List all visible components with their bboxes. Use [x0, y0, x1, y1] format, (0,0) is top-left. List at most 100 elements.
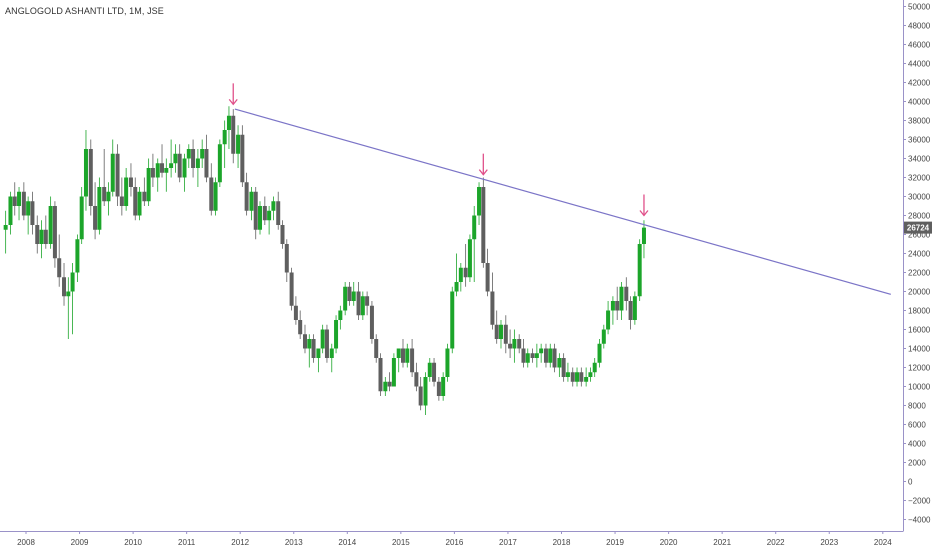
candle-body: [217, 144, 222, 183]
candle: [383, 377, 388, 396]
candle-body: [477, 187, 482, 216]
candle: [534, 343, 539, 368]
candle: [236, 125, 241, 168]
candle-body: [441, 377, 446, 396]
y-tick-label: 32000: [908, 174, 931, 183]
y-tick-label: 2000: [908, 459, 926, 468]
candle: [276, 191, 281, 230]
y-tick-label: 16000: [908, 326, 931, 335]
candle: [70, 263, 75, 335]
candle: [477, 182, 482, 225]
candle: [17, 187, 22, 221]
candle: [494, 310, 499, 344]
candle-body: [21, 191, 26, 216]
candle-body: [383, 381, 388, 392]
candle-body: [204, 149, 209, 178]
candle: [267, 206, 272, 235]
candle: [360, 291, 365, 320]
candle: [66, 277, 71, 339]
candle-body: [39, 229, 44, 244]
candle: [307, 334, 312, 368]
x-tick-label: 2014: [338, 538, 356, 547]
x-tick-label: 2015: [392, 538, 410, 547]
candle-body: [88, 149, 93, 206]
x-tick-label: 2020: [660, 538, 678, 547]
candle-body: [298, 320, 303, 335]
candle-body: [93, 206, 98, 230]
y-tick-label: 0: [908, 478, 913, 487]
candle: [284, 239, 289, 282]
y-tick-label: 50000: [908, 3, 931, 12]
candle-body: [632, 296, 637, 320]
candle: [543, 343, 548, 368]
candle: [637, 239, 642, 301]
candle: [539, 343, 544, 363]
candles-layer: [3, 106, 646, 415]
candle: [481, 177, 486, 268]
drawings-layer: [228, 83, 891, 295]
candle: [624, 277, 629, 311]
candle: [191, 139, 196, 178]
candle: [548, 343, 553, 368]
candle: [231, 109, 236, 164]
candle: [21, 182, 26, 221]
candle-body: [396, 348, 401, 358]
y-tick-label: 22000: [908, 269, 931, 278]
candle: [472, 206, 477, 282]
candle: [316, 348, 321, 373]
x-tick-label: 2008: [17, 538, 35, 547]
candle: [222, 120, 227, 168]
candle: [405, 343, 410, 368]
candle-body: [334, 320, 339, 349]
candle-body: [302, 334, 307, 349]
candle-body: [534, 353, 539, 358]
candle-body: [467, 239, 472, 278]
candle-body: [498, 324, 503, 339]
candle: [329, 343, 334, 373]
candle: [512, 329, 517, 363]
candle-body: [517, 339, 522, 349]
candle-body: [102, 187, 107, 202]
chart-title: ANGLOGOLD ASHANTI LTD, 1M, JSE: [5, 6, 164, 16]
candle-body: [530, 353, 535, 358]
y-tick-label: 36000: [908, 136, 931, 145]
candle-body: [619, 286, 624, 311]
candle: [258, 201, 263, 235]
candle: [615, 286, 620, 320]
candle: [26, 196, 31, 235]
y-tick-label: 10000: [908, 383, 931, 392]
candle-body: [450, 291, 455, 349]
candle: [160, 144, 165, 178]
y-tick-label: 48000: [908, 22, 931, 31]
x-tick-label: 2010: [124, 538, 142, 547]
candle-body: [26, 201, 31, 216]
candle: [320, 324, 325, 354]
candle-body: [311, 339, 316, 358]
candle-body: [182, 158, 187, 178]
candle: [244, 172, 249, 216]
candle-body: [128, 177, 133, 187]
trend-line: [234, 108, 891, 295]
candle-body: [195, 158, 200, 168]
candle: [137, 187, 142, 221]
candle: [115, 144, 120, 206]
candle-body: [508, 343, 513, 349]
candle: [557, 353, 562, 377]
down-arrow-marker: [478, 153, 488, 176]
x-tick-label: 2012: [231, 538, 249, 547]
y-tick-label: 38000: [908, 117, 931, 126]
x-tick-label: 2019: [606, 538, 624, 547]
candle-body: [186, 149, 191, 159]
candle: [57, 234, 62, 287]
candle: [155, 158, 160, 192]
candle: [128, 163, 133, 197]
candle-body: [320, 329, 325, 349]
candle-body: [173, 153, 178, 164]
candle-body: [12, 196, 17, 206]
arrow-head: [639, 210, 649, 217]
x-tick-label: 2016: [446, 538, 464, 547]
candle: [249, 187, 254, 221]
candle: [186, 144, 191, 168]
candle-body: [597, 343, 602, 363]
